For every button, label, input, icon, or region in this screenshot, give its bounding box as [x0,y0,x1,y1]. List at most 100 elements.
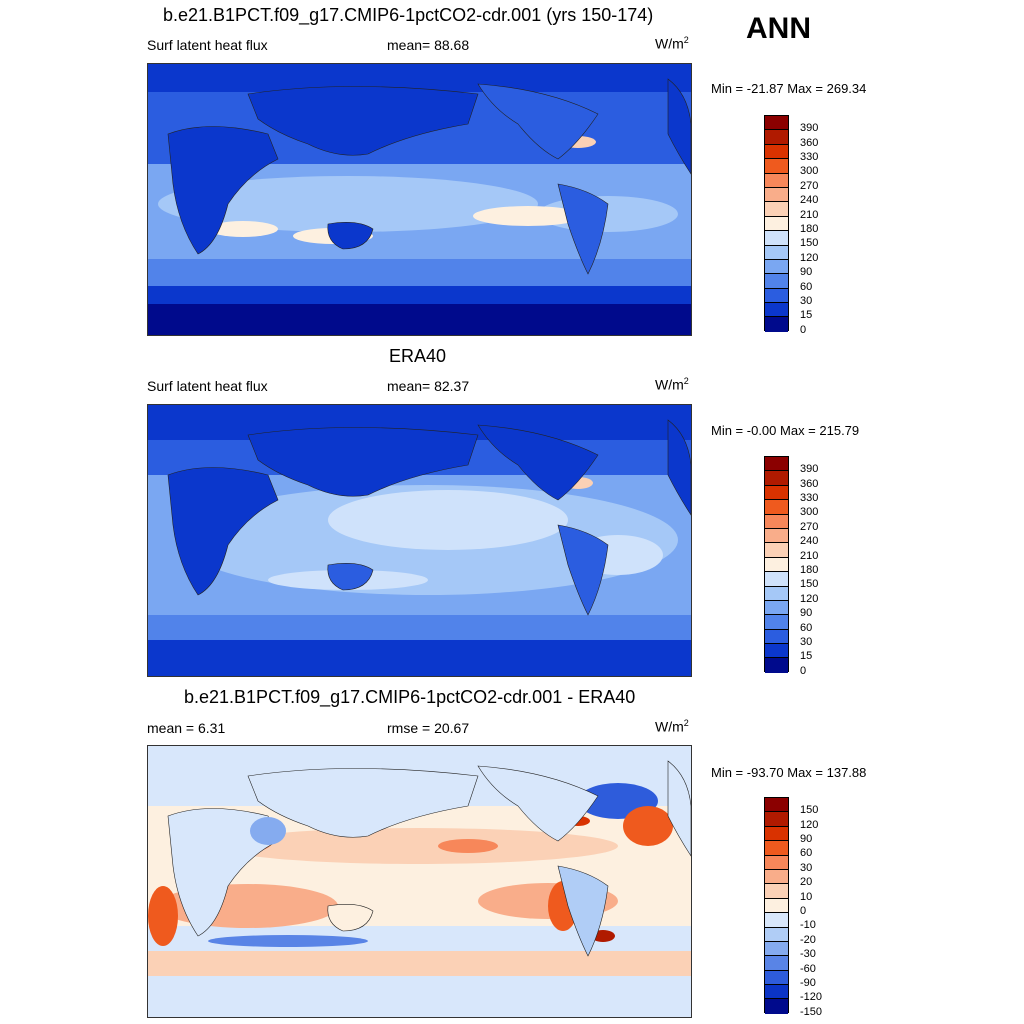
colorbar-level-label: 120 [800,251,819,264]
colorbar-boxes [764,797,789,1014]
colorbar-level-label: 300 [800,506,819,519]
colorbar-boxes [764,456,789,673]
colorbar-level-label: 150 [800,578,819,591]
colorbar-swatch [765,202,788,217]
colorbar-level-label: 330 [800,151,819,163]
colorbar-level-label: 180 [800,223,819,235]
colorbar-level-label: 0 [800,323,807,336]
panel-2-colorbar: 390 360 330 300 270 240 210 180 150 120 90 60 30 15 0 [764,456,844,676]
colorbar-swatch [765,485,788,501]
colorbar-swatch [765,528,788,544]
colorbar-swatch [765,658,788,673]
colorbar-swatch [765,317,788,332]
colorbar-level-label: 120 [800,818,819,831]
colorbar-swatch [765,231,788,246]
panel-3-minmax: Min = -93.70 Max = 137.88 [711,765,867,780]
panel-2-mean-label: mean= 82.37 [387,378,470,394]
colorbar-level-label: 240 [800,535,819,548]
panel-2-variable-label: Surf latent heat flux [147,378,268,394]
colorbar-level-label: 90 [800,266,813,279]
colorbar-level-label: -30 [800,948,816,961]
panel-3-units: W/m2 [655,718,689,735]
colorbar-level-label: 120 [800,592,819,605]
colorbar-swatch [765,941,788,957]
colorbar-level-label: 330 [800,492,819,504]
colorbar-level-label: -150 [800,1005,823,1018]
colorbar-swatch [765,514,788,529]
colorbar-swatch [765,159,788,174]
colorbar-level-label: -20 [800,933,816,946]
colorbar-swatch [765,913,788,928]
colorbar-swatch [765,615,788,630]
colorbar-level-label: -60 [800,962,816,975]
colorbar-swatch [765,471,788,486]
colorbar-swatch [765,999,788,1014]
colorbar-level-label: 390 [800,463,819,476]
colorbar-swatch [765,259,788,275]
colorbar-level-label: -90 [800,977,816,989]
colorbar-swatch [765,457,788,472]
colorbar-swatch [765,187,788,203]
colorbar-level-label: 270 [800,179,819,192]
colorbar-level-label: 300 [800,165,819,178]
colorbar-level-label: -10 [800,919,816,932]
colorbar-swatch [765,216,788,232]
colorbar-boxes [764,115,789,332]
panel-1-colorbar: 390 360 330 300 270 240 210 180 150 120 90 60 30 15 0 [764,115,844,335]
colorbar-swatch [765,798,788,813]
colorbar-swatch [765,841,788,856]
colorbar-level-label: 30 [800,636,813,648]
colorbar-swatch [765,927,788,942]
colorbar-level-label: 10 [800,890,813,903]
colorbar-swatch [765,600,788,616]
colorbar-swatch [765,855,788,870]
colorbar-level-label: 60 [800,280,813,293]
colorbar-swatch [765,288,788,304]
colorbar-level-label: 210 [800,549,819,562]
season-label: ANN [746,12,811,45]
colorbar-swatch [765,970,788,986]
panel-1-title: b.e21.B1PCT.f09_g17.CMIP6-1pctCO2-cdr.00… [163,5,654,25]
panel-3-mean-label: mean = 6.31 [147,720,226,736]
colorbar-level-label: 180 [800,564,819,576]
colorbar-swatch [765,543,788,558]
colorbar-level-label: 0 [800,664,807,677]
colorbar-swatch [765,985,788,1000]
colorbar-level-label: 360 [800,477,819,490]
colorbar-level-label: 210 [800,208,819,221]
colorbar-swatch [765,144,788,160]
panel-1-mean-label: mean= 88.68 [387,37,470,53]
panel-1-minmax: Min = -21.87 Max = 269.34 [711,81,867,96]
panel-1-variable-label: Surf latent heat flux [147,37,268,53]
colorbar-level-label: -120 [800,991,823,1004]
colorbar-level-label: 60 [800,621,813,634]
colorbar-level-label: 240 [800,194,819,207]
colorbar-swatch [765,116,788,131]
colorbar-level-label: 90 [800,833,813,845]
panel-3-colorbar: 150 120 90 60 30 20 10 0 -10 -20 -30 -60 -90 -120 -150 [764,797,844,1017]
colorbar-swatch [765,629,788,645]
colorbar-level-label: 30 [800,295,813,307]
colorbar-level-label: 15 [800,309,813,322]
colorbar-swatch [765,884,788,899]
colorbar-level-label: 30 [800,861,813,874]
colorbar-level-label: 360 [800,136,819,149]
colorbar-level-label: 15 [800,650,813,663]
panel-2-title: ERA40 [389,346,447,366]
colorbar-swatch [765,130,788,145]
colorbar-swatch [765,898,788,914]
colorbar-swatch [765,500,788,515]
panel-1-map [147,63,692,336]
colorbar-swatch [765,274,788,289]
colorbar-swatch [765,173,788,188]
colorbar-swatch [765,644,788,659]
colorbar-level-label: 0 [800,905,807,917]
colorbar-swatch [765,303,788,318]
colorbar-level-label: 20 [800,876,813,889]
panel-3-map [147,745,692,1018]
colorbar-swatch [765,956,788,971]
colorbar-swatch [765,812,788,827]
colorbar-level-label: 150 [800,804,819,817]
colorbar-level-label: 150 [800,237,819,250]
colorbar-level-label: 390 [800,122,819,135]
